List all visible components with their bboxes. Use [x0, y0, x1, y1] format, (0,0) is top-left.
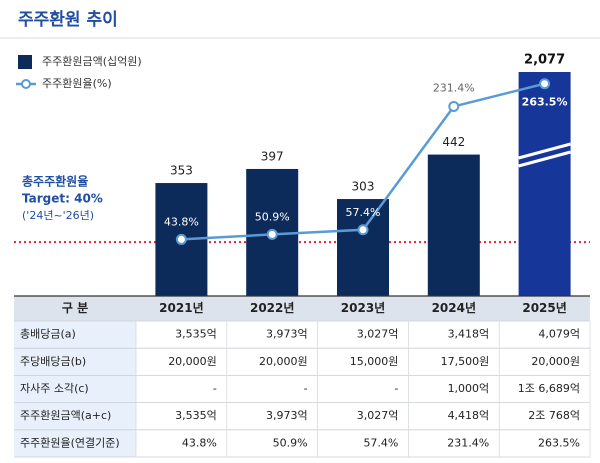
target-annotation: Target: 40% [22, 192, 103, 206]
line-value-label: 57.4% [346, 206, 381, 219]
table-cell: - [304, 382, 308, 395]
line-marker [448, 100, 460, 112]
table-header-bg [14, 296, 590, 321]
table-header-cell: 구 분 [62, 301, 88, 315]
legend-swatch [18, 55, 32, 69]
table-cell: 4,079억 [538, 328, 580, 341]
legend-label: 주주환원율(%) [42, 77, 112, 90]
table-cell: 4,418억 [448, 409, 490, 422]
table-cell: 20,000원 [259, 355, 308, 368]
target-annotation: ('24년~'26년) [22, 209, 94, 222]
table-cell: 20,000원 [168, 355, 217, 368]
table-cell: 3,535억 [175, 409, 217, 422]
table-header-cell: 2021년 [159, 301, 203, 315]
table-cell: 3,973억 [266, 409, 308, 422]
legend-label: 주주환원금액(십억원) [42, 55, 142, 68]
table-cell: 43.8% [182, 436, 217, 449]
table-cell: 3,027억 [357, 328, 399, 341]
table-cell: 2조 768억 [528, 409, 580, 422]
table-cell: 57.4% [363, 436, 398, 449]
table-header-cell: 2024년 [432, 301, 476, 315]
bar [337, 199, 389, 296]
line-marker [266, 228, 278, 240]
table-cell: 263.5% [538, 436, 580, 449]
table-cell: 1,000억 [448, 382, 490, 395]
table-cell: 231.4% [447, 436, 489, 449]
axis-break [518, 142, 571, 160]
line-value-label: 231.4% [433, 81, 475, 94]
line-value-label: 43.8% [164, 215, 199, 228]
table-row-label: 주당배당금(b) [20, 355, 86, 368]
line-value-label: 263.5% [522, 96, 568, 109]
legend-marker [21, 79, 31, 89]
table-cell: - [394, 382, 398, 395]
table-row-label-bg [14, 429, 136, 457]
line-marker [357, 224, 369, 236]
line-value-label: 50.9% [255, 210, 290, 223]
bar [518, 72, 571, 296]
table-row-label: 자사주 소각(c) [20, 382, 89, 395]
bar-value-label: 303 [352, 180, 375, 194]
table-row-label-bg [14, 321, 136, 349]
table-row-label: 주주환원율(연결기준) [20, 436, 120, 449]
line-marker [539, 78, 551, 90]
table-cell: 20,000원 [531, 355, 580, 368]
table-row-label-bg [14, 402, 136, 430]
table-cell: 1조 6,689억 [518, 382, 580, 395]
axis-break [518, 150, 571, 168]
bar-value-label: 442 [442, 135, 465, 149]
table-header-cell: 2023년 [341, 301, 385, 315]
table-cell: 3,973억 [266, 328, 308, 341]
bar-value-label: 2,077 [524, 53, 565, 68]
table-cell: 3,418억 [448, 328, 490, 341]
table-row-label: 주주환원금액(a+c) [20, 409, 111, 422]
table-header-cell: 2022년 [250, 301, 294, 315]
line-marker [175, 233, 187, 245]
table-cell: 15,000원 [350, 355, 399, 368]
target-annotation: 총주주환원율 [22, 174, 88, 189]
bar-value-label: 397 [261, 149, 284, 163]
table-cell: 3,535억 [175, 328, 217, 341]
table-cell: - [213, 382, 217, 395]
table-row-label: 총배당금(a) [20, 328, 76, 341]
bar-value-label: 353 [170, 164, 193, 178]
table-row-label-bg [14, 375, 136, 403]
table-cell: 17,500원 [441, 355, 490, 368]
table-row-label-bg [14, 348, 136, 376]
bar [427, 154, 480, 296]
table-cell: 50.9% [273, 436, 308, 449]
chart-title: 주주환원 추이 [18, 10, 118, 30]
table-header-cell: 2025년 [522, 301, 566, 315]
table-cell: 3,027억 [357, 409, 399, 422]
